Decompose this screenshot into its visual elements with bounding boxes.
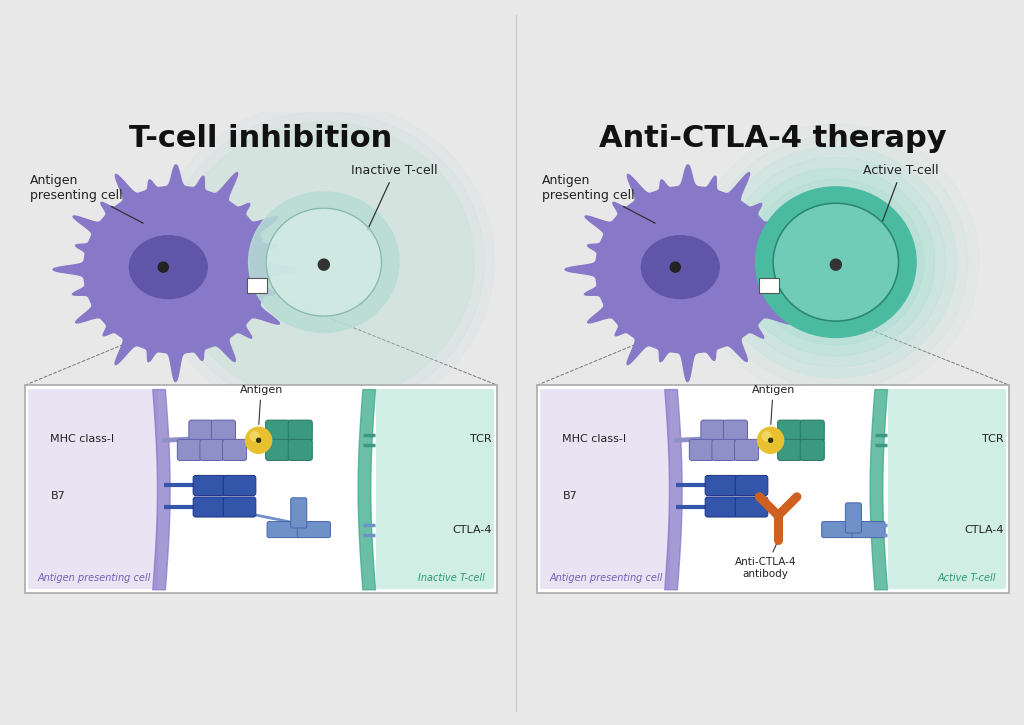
FancyBboxPatch shape: [223, 497, 256, 517]
FancyBboxPatch shape: [852, 521, 885, 538]
FancyBboxPatch shape: [689, 439, 714, 460]
Bar: [787, 434, 793, 447]
Ellipse shape: [703, 135, 968, 389]
Text: MHC class-I: MHC class-I: [50, 434, 115, 444]
FancyBboxPatch shape: [194, 476, 225, 495]
Text: CTLA-4: CTLA-4: [965, 525, 1004, 534]
Bar: [376, 389, 495, 589]
Text: CTLA-4: CTLA-4: [453, 525, 492, 534]
Text: TCR: TCR: [470, 434, 492, 444]
Circle shape: [830, 259, 842, 270]
Circle shape: [762, 432, 771, 441]
Bar: [540, 389, 671, 589]
Bar: [275, 434, 281, 447]
FancyBboxPatch shape: [177, 439, 202, 460]
Circle shape: [758, 427, 783, 453]
FancyBboxPatch shape: [194, 497, 225, 517]
Bar: [810, 434, 815, 447]
Text: Antigen
presenting cell: Antigen presenting cell: [543, 174, 655, 223]
Ellipse shape: [266, 208, 382, 316]
FancyBboxPatch shape: [734, 439, 759, 460]
FancyBboxPatch shape: [222, 439, 247, 460]
Text: Anti-CTLA-4
antibody: Anti-CTLA-4 antibody: [735, 543, 797, 579]
Bar: [538, 385, 1009, 593]
FancyBboxPatch shape: [223, 476, 256, 495]
FancyBboxPatch shape: [777, 420, 802, 442]
FancyBboxPatch shape: [706, 476, 737, 495]
FancyBboxPatch shape: [297, 521, 331, 538]
FancyBboxPatch shape: [846, 503, 861, 533]
FancyBboxPatch shape: [291, 498, 307, 528]
FancyBboxPatch shape: [706, 497, 737, 517]
Text: Anti-CTLA-4 therapy: Anti-CTLA-4 therapy: [599, 124, 947, 153]
FancyBboxPatch shape: [700, 420, 725, 442]
FancyBboxPatch shape: [211, 420, 236, 442]
Circle shape: [159, 262, 168, 272]
FancyBboxPatch shape: [723, 420, 748, 442]
Text: Inactive T-cell: Inactive T-cell: [418, 573, 484, 584]
Ellipse shape: [693, 124, 979, 400]
Ellipse shape: [737, 168, 935, 356]
FancyBboxPatch shape: [712, 439, 736, 460]
Bar: [759, 278, 779, 293]
FancyBboxPatch shape: [735, 476, 768, 495]
Ellipse shape: [249, 192, 399, 332]
Text: B7: B7: [50, 492, 66, 501]
FancyBboxPatch shape: [777, 439, 802, 460]
Ellipse shape: [641, 236, 719, 299]
FancyBboxPatch shape: [800, 420, 824, 442]
Bar: [298, 434, 303, 447]
FancyBboxPatch shape: [735, 497, 768, 517]
Text: T-cell inhibition: T-cell inhibition: [129, 124, 393, 153]
Text: Active T-cell: Active T-cell: [938, 573, 996, 584]
Ellipse shape: [726, 157, 946, 367]
FancyBboxPatch shape: [288, 439, 312, 460]
Bar: [28, 389, 159, 589]
Ellipse shape: [173, 122, 474, 402]
Bar: [888, 389, 1007, 589]
Bar: [26, 385, 497, 593]
FancyBboxPatch shape: [200, 439, 224, 460]
Text: Antigen
presenting cell: Antigen presenting cell: [31, 174, 143, 223]
FancyBboxPatch shape: [288, 420, 312, 442]
Circle shape: [250, 432, 259, 441]
Circle shape: [318, 259, 330, 270]
Polygon shape: [565, 165, 809, 381]
Text: MHC class-I: MHC class-I: [562, 434, 627, 444]
Ellipse shape: [163, 112, 484, 413]
Ellipse shape: [154, 102, 495, 423]
Ellipse shape: [129, 236, 207, 299]
Polygon shape: [53, 165, 297, 381]
Circle shape: [769, 439, 773, 442]
Ellipse shape: [756, 187, 916, 337]
Circle shape: [257, 439, 261, 442]
Ellipse shape: [773, 203, 899, 321]
Text: Antigen: Antigen: [752, 384, 795, 424]
Text: Active T-cell: Active T-cell: [863, 165, 939, 229]
Ellipse shape: [748, 179, 924, 345]
Ellipse shape: [715, 146, 956, 378]
FancyBboxPatch shape: [265, 439, 290, 460]
Text: B7: B7: [562, 492, 578, 501]
Bar: [247, 278, 267, 293]
Text: Antigen: Antigen: [240, 384, 283, 424]
Circle shape: [246, 427, 271, 453]
FancyBboxPatch shape: [267, 521, 300, 538]
FancyBboxPatch shape: [265, 420, 290, 442]
FancyBboxPatch shape: [800, 439, 824, 460]
Text: Inactive T-cell: Inactive T-cell: [351, 165, 438, 230]
FancyBboxPatch shape: [821, 521, 855, 538]
Circle shape: [671, 262, 680, 272]
Text: TCR: TCR: [982, 434, 1004, 444]
FancyBboxPatch shape: [188, 420, 213, 442]
Text: Antigen presenting cell: Antigen presenting cell: [550, 573, 664, 584]
Text: Antigen presenting cell: Antigen presenting cell: [38, 573, 152, 584]
